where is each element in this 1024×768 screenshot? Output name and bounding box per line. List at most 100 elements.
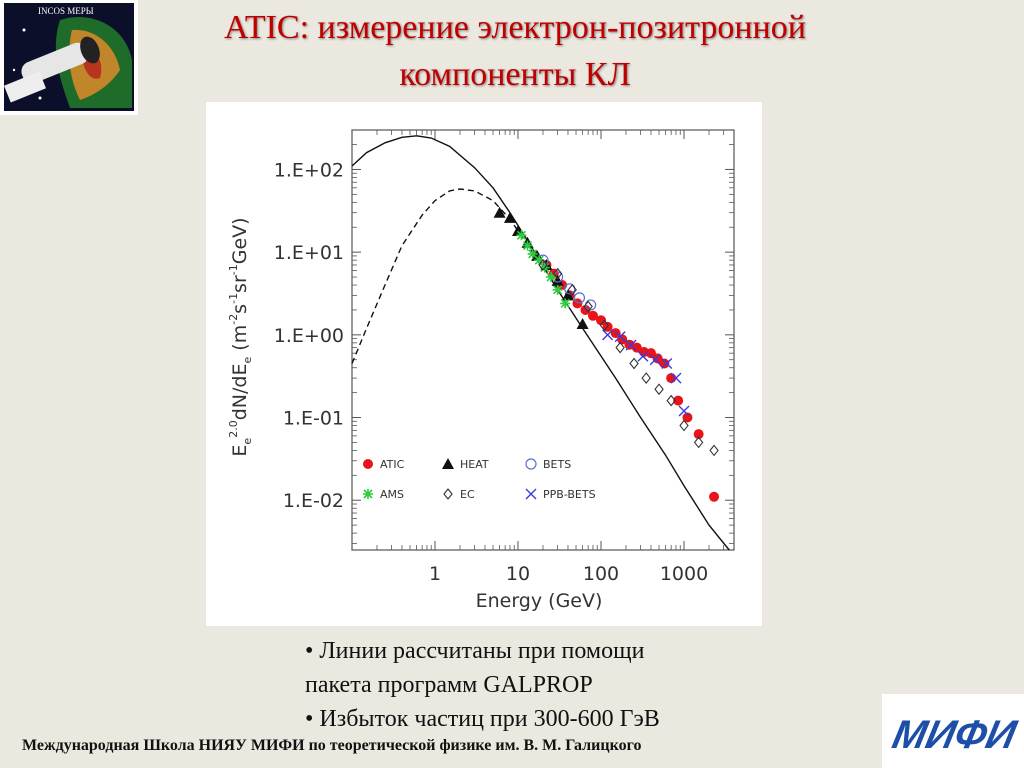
bullet-item: • Линии рассчитаны при помощи (305, 638, 645, 664)
legend-label-heat: HEAT (460, 458, 489, 471)
atic-point (666, 373, 677, 384)
ec-point (567, 283, 577, 296)
x-tick-label: 1 (429, 563, 441, 585)
logo-text: INCOS МЕРЫ (38, 6, 94, 16)
ams-point (522, 240, 533, 251)
legend-marker-ec (443, 488, 453, 500)
ams-point (552, 284, 563, 295)
ec-point (538, 259, 548, 271)
slide-title: ATIC: измерение электрон-позитронной ком… (150, 4, 880, 98)
ylabel-part: 2.0 (227, 420, 240, 438)
ams-point (546, 272, 557, 283)
title-line-2: компоненты КЛ (399, 56, 631, 93)
ylabel-part: dN/dE (229, 364, 251, 421)
spectrum-chart: 1 10 100 1000 1.E+02 1.E+01 1.E+00 1.E-01 1.E-02… (227, 129, 735, 612)
heat-point (561, 289, 574, 301)
ppb-bets-point (670, 372, 682, 384)
ppb-bets-point (678, 405, 690, 417)
incos-logo: INCOS МЕРЫ (0, 0, 138, 115)
ec-point (654, 383, 664, 396)
atic-point (673, 395, 684, 406)
ec-point (693, 436, 704, 449)
legend-marker-heat (442, 458, 454, 469)
ams-point (534, 255, 545, 266)
ylabel-part: e (241, 357, 254, 364)
y-tick-label: 1.E-01 (283, 408, 344, 430)
bets-point (573, 292, 586, 304)
ppb-bets-point (649, 354, 661, 366)
y-tick-label: 1.E+02 (274, 159, 344, 181)
ec-point (666, 394, 676, 407)
ylabel-part: -1 (227, 264, 240, 275)
atic-point (587, 310, 598, 321)
bullet-item-continuation: пакета программ GALPROP (305, 672, 593, 698)
legend-marker-bets (525, 458, 537, 470)
chart-panel: 1 10 100 1000 1.E+02 1.E+01 1.E+00 1.E-01 1.E-02… (206, 102, 762, 626)
ec-point (583, 300, 593, 313)
y-axis-label: Ee2.0dN/dEe (m-2s-1sr-1GeV) (227, 217, 254, 456)
ppb-bets-point (661, 358, 673, 370)
atic-point (631, 342, 642, 353)
atic-point (709, 491, 720, 502)
model-lines (351, 135, 730, 551)
atic-point (572, 298, 583, 309)
ams-point (516, 230, 527, 241)
atic-point (596, 315, 607, 326)
legend-marker-atic (363, 459, 373, 469)
ec-point (615, 341, 625, 354)
legend-marker-ppb-bets (525, 488, 537, 500)
x-tick-label: 10 (506, 563, 530, 585)
ylabel-part: GeV) (229, 217, 251, 264)
mephi-logo-text: МИФИ (889, 711, 1022, 756)
ppb-bets-point (614, 331, 626, 343)
atic-point (693, 429, 704, 440)
legend-label-atic: ATIC (380, 458, 405, 471)
plot-frame (351, 129, 735, 551)
bullet-list: • Линии рассчитаны при помощи пакета про… (305, 634, 825, 736)
legend: ATIC HEAT BETS AMS EC PPB-BETS (363, 458, 596, 501)
y-tick-label: 1.E+00 (274, 325, 344, 347)
ylabel-part: E (229, 445, 251, 457)
ylabel-part: (m (229, 325, 251, 357)
bullet-item: • Избыток частиц при 300-600 ГэВ (305, 706, 660, 732)
ylabel-part: sr (229, 275, 251, 293)
legend-label-ams: AMS (380, 488, 404, 501)
legend-marker-ams (363, 489, 373, 499)
ec-point (552, 267, 563, 280)
x-tick-label: 1000 (660, 563, 708, 585)
model-line-secondary (351, 188, 559, 364)
ec-point (709, 444, 719, 457)
title-line-1: ATIC: измерение электрон-позитронной (224, 9, 806, 46)
atic-point (659, 358, 670, 369)
legend-label-ppb-bets: PPB-BETS (543, 488, 596, 501)
model-line-total (351, 135, 730, 551)
heat-point (493, 206, 506, 218)
ppb-bets-point (637, 350, 649, 362)
tick-group: 1 10 100 1000 1.E+02 1.E+01 1.E+00 1.E-01 1.E-02 (274, 129, 735, 585)
ams-point (560, 298, 571, 309)
data-points (493, 206, 720, 502)
ec-point (679, 419, 689, 432)
ylabel-part: s (229, 304, 251, 314)
ppb-bets-point (625, 339, 637, 351)
footer-text: Международная Школа НИЯУ МИФИ по теорети… (22, 737, 642, 754)
ec-point (599, 319, 610, 332)
legend-label-bets: BETS (543, 458, 571, 471)
heat-point (503, 211, 516, 223)
heat-point (551, 274, 564, 286)
legend-label-ec: EC (460, 488, 475, 501)
ec-point (641, 372, 651, 384)
ylabel-part: -1 (227, 293, 240, 304)
atic-point (682, 412, 693, 423)
ylabel-part: e (241, 438, 254, 445)
y-tick-label: 1.E-02 (283, 490, 344, 512)
atic-point (580, 304, 591, 315)
y-tick-label: 1.E+01 (274, 242, 344, 264)
ylabel-part: -2 (227, 314, 240, 325)
ams-point (527, 248, 538, 259)
ec-point (629, 357, 639, 370)
x-axis-label: Energy (GeV) (476, 590, 603, 612)
ppb-bets-point (602, 329, 614, 341)
mephi-logo: МИФИ (882, 694, 1024, 768)
x-tick-label: 100 (583, 563, 619, 585)
